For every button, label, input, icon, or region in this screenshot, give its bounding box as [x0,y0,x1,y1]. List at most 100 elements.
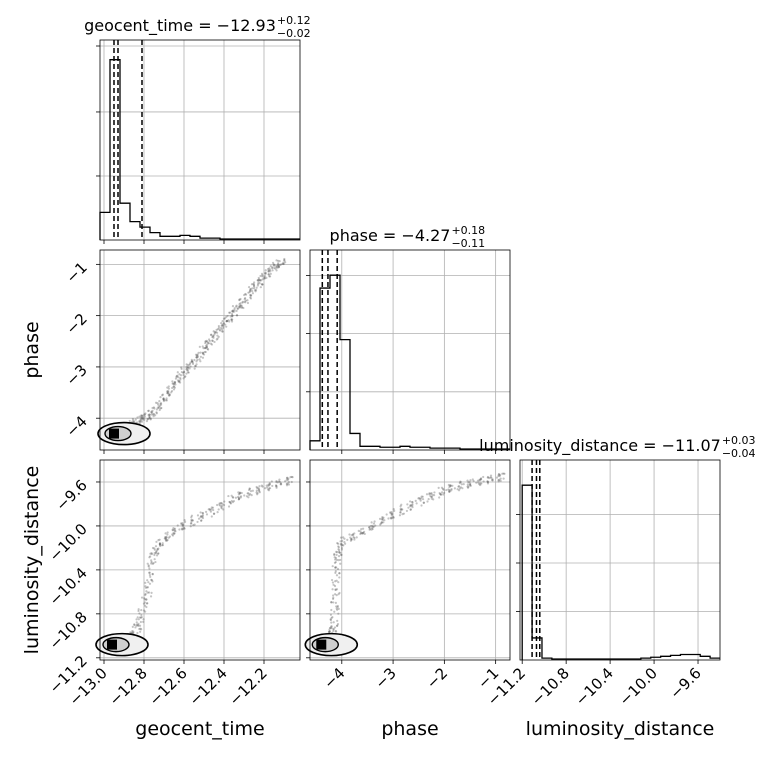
scatter-point-phase_vs_luminosity_distance-5-14 [341,548,343,550]
scatter-point-geocent_time_vs_luminosity_distance-13-19 [288,483,290,485]
scatter-point-geocent_time_vs_phase-15-23 [249,290,251,292]
scatter-point-geocent_time_vs_phase-8-4 [173,383,175,385]
scatter-point-phase_vs_luminosity_distance-5-26 [342,544,344,546]
xaxis-label-geocent_time: geocent_time [135,718,264,740]
scatter-point-geocent_time_vs_phase-15-22 [248,286,250,288]
scatter-point-geocent_time_vs_phase-14-25 [238,299,240,301]
scatter-point-phase_vs_luminosity_distance-4-16 [337,568,339,570]
scatter-point-phase_vs_luminosity_distance-4-24 [334,562,336,564]
scatter-point-phase_vs_luminosity_distance-3-12 [337,613,339,615]
scatter-point-geocent_time_vs_phase-14-10 [235,305,237,307]
scatter-point-geocent_time_vs_luminosity_distance-6-21 [156,549,158,551]
histogram-luminosity_distance [522,485,720,660]
scatter-point-phase_vs_luminosity_distance-10-25 [441,487,443,489]
scatter-point-phase_vs_luminosity_distance-9-3 [406,510,408,512]
scatter-point-geocent_time_vs_luminosity_distance-8-1 [172,529,174,531]
scatter-point-geocent_time_vs_luminosity_distance-12-24 [269,482,271,484]
scatter-point-geocent_time_vs_phase-12-26 [221,320,223,322]
xtick-label-phase-0: −4 [320,664,348,692]
scatter-point-geocent_time_vs_luminosity_distance-5-8 [146,579,148,581]
scatter-point-geocent_time_vs_phase-9-9 [187,371,189,373]
scatter-point-phase_vs_luminosity_distance-6-7 [346,539,348,541]
scatter-point-geocent_time_vs_phase-4-9 [132,419,134,421]
scatter-point-geocent_time_vs_luminosity_distance-5-21 [147,563,149,565]
scatter-point-phase_vs_luminosity_distance-5-18 [338,549,340,551]
scatter-point-geocent_time_vs_phase-9-1 [181,371,183,373]
scatter-point-geocent_time_vs_phase-17-6 [261,275,263,277]
scatter-point-geocent_time_vs_luminosity_distance-12-27 [271,485,273,487]
scatter-point-phase_vs_luminosity_distance-9-18 [416,502,418,504]
scatter-point-phase_vs_luminosity_distance-2-18 [335,630,337,632]
scatter-point-geocent_time_vs_luminosity_distance-5-26 [152,562,154,564]
scatter-point-geocent_time_vs_phase-4-20 [136,416,138,418]
scatter-point-geocent_time_vs_luminosity_distance-13-23 [288,481,290,483]
scatter-point-geocent_time_vs_luminosity_distance-8-0 [171,533,173,535]
density-peak-geocent_time_vs_luminosity_distance [107,640,117,650]
scatter-point-geocent_time_vs_phase-18-0 [271,269,273,271]
scatter-point-geocent_time_vs_phase-10-17 [202,357,204,359]
histogram-geocent_time [100,60,300,240]
scatter-point-phase_vs_luminosity_distance-2-26 [331,625,333,627]
ytick-label-luminosity_distance-4: −9.6 [52,476,90,514]
scatter-point-geocent_time_vs_phase-9-2 [180,366,182,368]
scatter-point-geocent_time_vs_luminosity_distance-9-2 [191,515,193,517]
scatter-point-geocent_time_vs_luminosity_distance-10-12 [221,507,223,509]
scatter-point-phase_vs_luminosity_distance-13-21 [496,477,498,479]
title-phase: phase = −4.27 [330,226,451,245]
scatter-point-geocent_time_vs_luminosity_distance-12-7 [256,490,258,492]
scatter-point-geocent_time_vs_phase-10-16 [197,352,199,354]
scatter-point-phase_vs_luminosity_distance-4-5 [332,581,334,583]
scatter-point-phase_vs_luminosity_distance-12-7 [467,484,469,486]
scatter-point-geocent_time_vs_phase-5-8 [144,413,146,415]
scatter-point-geocent_time_vs_luminosity_distance-7-19 [165,536,167,538]
scatter-point-geocent_time_vs_luminosity_distance-11-26 [248,494,250,496]
scatter-point-phase_vs_luminosity_distance-9-12 [409,505,411,507]
scatter-point-geocent_time_vs_luminosity_distance-4-7 [140,609,142,611]
scatter-point-geocent_time_vs_phase-17-22 [268,269,270,271]
scatter-point-geocent_time_vs_luminosity_distance-10-27 [232,496,234,498]
scatter-point-phase_vs_luminosity_distance-10-27 [442,489,444,491]
scatter-point-geocent_time_vs_phase-6-6 [153,407,155,409]
scatter-point-geocent_time_vs_luminosity_distance-5-22 [148,565,150,567]
scatter-point-geocent_time_vs_luminosity_distance-5-2 [145,590,147,592]
scatter-point-geocent_time_vs_luminosity_distance-5-17 [149,574,151,576]
scatter-point-phase_vs_luminosity_distance-3-3 [337,623,339,625]
scatter-point-phase_vs_luminosity_distance-4-8 [334,585,336,587]
scatter-point-geocent_time_vs_phase-6-9 [159,409,161,411]
scatter-point-geocent_time_vs_phase-12-14 [219,329,221,331]
scatter-point-geocent_time_vs_luminosity_distance-9-16 [202,515,204,517]
scatter-point-geocent_time_vs_phase-8-2 [173,385,175,387]
scatter-point-geocent_time_vs_phase-8-18 [175,376,177,378]
yaxis-label-phase: phase [21,321,43,378]
scatter-point-geocent_time_vs_luminosity_distance-11-1 [235,497,237,499]
scatter-point-phase_vs_luminosity_distance-4-12 [336,580,338,582]
xtick-label-luminosity_distance-4: −9.6 [666,664,704,702]
scatter-point-geocent_time_vs_luminosity_distance-5-15 [149,576,151,578]
scatter-point-geocent_time_vs_phase-13-12 [226,320,228,322]
scatter-point-phase_vs_luminosity_distance-12-12 [469,483,471,485]
scatter-point-geocent_time_vs_phase-9-3 [185,373,187,375]
scatter-point-geocent_time_vs_phase-11-15 [208,342,210,344]
scatter-point-phase_vs_luminosity_distance-4-15 [336,574,338,576]
scatter-point-geocent_time_vs_luminosity_distance-9-17 [205,511,207,513]
title-sub-luminosity_distance: −0.04 [722,447,756,460]
scatter-point-geocent_time_vs_luminosity_distance-6-6 [151,553,153,555]
scatter-point-geocent_time_vs_phase-16-8 [253,285,255,287]
hist-panel-phase: phase = −4.27 +0.18−0.11 [306,224,510,454]
scatter-point-phase_vs_luminosity_distance-11-1 [445,489,447,491]
scatter-point-geocent_time_vs_phase-16-23 [257,279,259,281]
ytick-label-luminosity_distance-1: −10.8 [46,608,91,653]
scatter-point-phase_vs_luminosity_distance-4-23 [335,566,337,568]
ytick-label-luminosity_distance-2: −10.4 [46,564,91,609]
scatter-point-phase_vs_luminosity_distance-9-17 [415,500,417,502]
scatter-point-geocent_time_vs_phase-10-26 [199,352,201,354]
scatter-point-geocent_time_vs_luminosity_distance-3-22 [135,618,137,620]
scatter-point-geocent_time_vs_luminosity_distance-3-10 [132,626,134,628]
xtick-label-luminosity_distance-3: −10.0 [616,664,661,709]
scatter-point-geocent_time_vs_luminosity_distance-3-27 [140,621,142,623]
scatter-point-geocent_time_vs_luminosity_distance-7-13 [169,536,171,538]
scatter-point-geocent_time_vs_luminosity_distance-7-5 [159,539,161,541]
scatter-point-geocent_time_vs_phase-15-15 [251,290,253,292]
scatter-point-phase_vs_luminosity_distance-4-26 [339,563,341,565]
xtick-label-luminosity_distance-2: −10.4 [572,664,617,709]
